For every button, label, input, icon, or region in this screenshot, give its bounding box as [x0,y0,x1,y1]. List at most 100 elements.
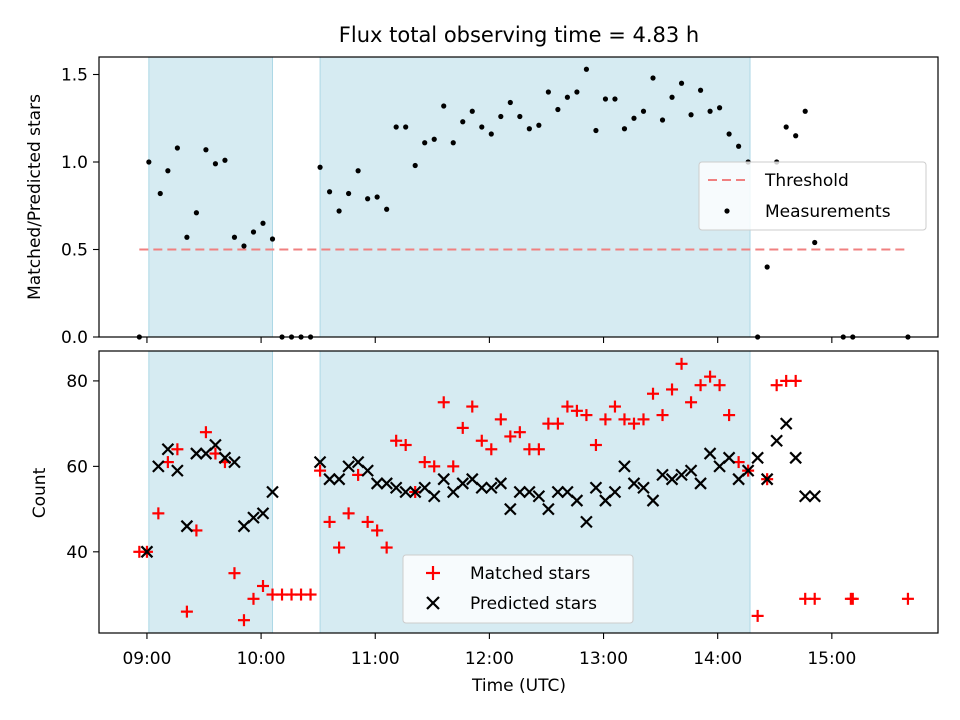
measurement-point [488,131,494,137]
measurement-point [365,196,371,202]
measurement-point [231,234,238,240]
measurement-point [431,136,437,142]
predicted-star-point [380,477,393,490]
marker-stroke [580,515,593,529]
predicted-star-point [646,494,660,507]
predicted-star-point [656,468,669,482]
matched-star-point [627,417,640,430]
marker-stroke [399,485,412,499]
predicted-star-point [675,468,688,482]
marker-stroke [665,472,679,486]
predicted-star-point [741,464,755,477]
legend-matched-swatch [426,566,440,580]
predicted-star-point [751,451,764,465]
predicted-star-point [770,434,783,448]
predicted-star-point [342,460,355,473]
marker-stroke [675,468,688,482]
predicted-star-point [228,455,241,469]
x-tick-label: 10:00 [237,649,286,669]
marker-stroke [770,434,783,448]
top-plot-frame [98,56,939,338]
measurement-point [793,133,799,139]
marker-stroke [218,451,232,465]
measurement-point [631,115,637,121]
marker-stroke [408,485,422,499]
marker-stroke [152,460,165,473]
measurement-point [469,108,475,114]
y-tick-label: 40 [66,543,88,563]
shaded-interval [319,56,751,338]
matched-star-point [513,426,526,439]
matched-star-point [656,409,669,422]
measurement-point [621,126,628,132]
marker-stroke [247,511,260,524]
matched-star-point [437,396,450,409]
matched-star-point [589,439,602,451]
predicted-star-point [437,472,451,486]
predicted-star-point [209,438,222,452]
matched-star-point [199,426,212,439]
legend-matched-label: Matched stars [470,564,590,584]
matched-star-point [380,541,393,554]
predicted-star-point [684,464,698,477]
matched-star-point [456,421,469,434]
measurement-point [583,66,590,72]
matched-star-point [561,400,574,413]
marker-stroke [485,481,498,495]
matched-star-point [342,507,355,520]
predicted-star-point [532,489,546,503]
measurement-point [783,124,789,130]
matched-star-point [637,413,650,426]
y-tick-label: 0.0 [61,328,88,348]
marker-stroke [494,477,508,490]
x-tick-label: 15:00 [807,649,856,669]
measurement-point [269,236,276,242]
predicted-star-point [399,485,412,499]
predicted-star-point [389,481,403,495]
matched-star-point [504,430,517,443]
marker-stroke [589,481,603,495]
marker-stroke [380,477,393,490]
top-legend-box [698,161,927,231]
predicted-star-point [190,447,203,460]
matched-star-point [399,439,412,451]
legend-predicted-swatch [426,596,440,610]
measurement-point [545,89,551,95]
predicted-star-point [408,485,422,499]
measurement-point [574,89,580,95]
measurement-point [498,113,504,120]
measurement-point [612,96,618,102]
marker-stroke [389,481,403,495]
marker-stroke [513,485,527,499]
marker-stroke [456,477,470,490]
predicted-star-point [808,489,821,503]
marker-stroke [313,455,327,469]
measurement-point [536,122,542,128]
measurement-point [450,140,456,146]
measurement-point [317,164,323,170]
measurement-point [517,113,523,120]
marker-stroke [561,485,574,499]
matched-star-point [770,379,783,392]
matched-star-point [666,383,679,396]
marker-stroke [551,485,565,499]
shaded-interval [148,56,274,338]
measurement-point [460,119,466,125]
predicted-star-point [665,472,679,486]
count-points [133,357,914,627]
predicted-star-point [627,477,641,490]
legend-measurement-swatch [724,208,730,214]
matched-star-point [551,417,564,430]
matched-star-point [599,413,612,426]
measurement-point [678,80,685,86]
matched-star-point [618,413,631,426]
predicted-star-point [218,451,232,465]
measurement-point [602,96,609,102]
marker-stroke [779,417,793,430]
bottom-y-axis-label: Count [30,467,50,518]
measurement-point [336,208,342,214]
predicted-star-point [323,472,336,486]
measurement-point [384,206,390,212]
measurement-point [174,145,180,151]
predicted-star-point [180,519,194,533]
